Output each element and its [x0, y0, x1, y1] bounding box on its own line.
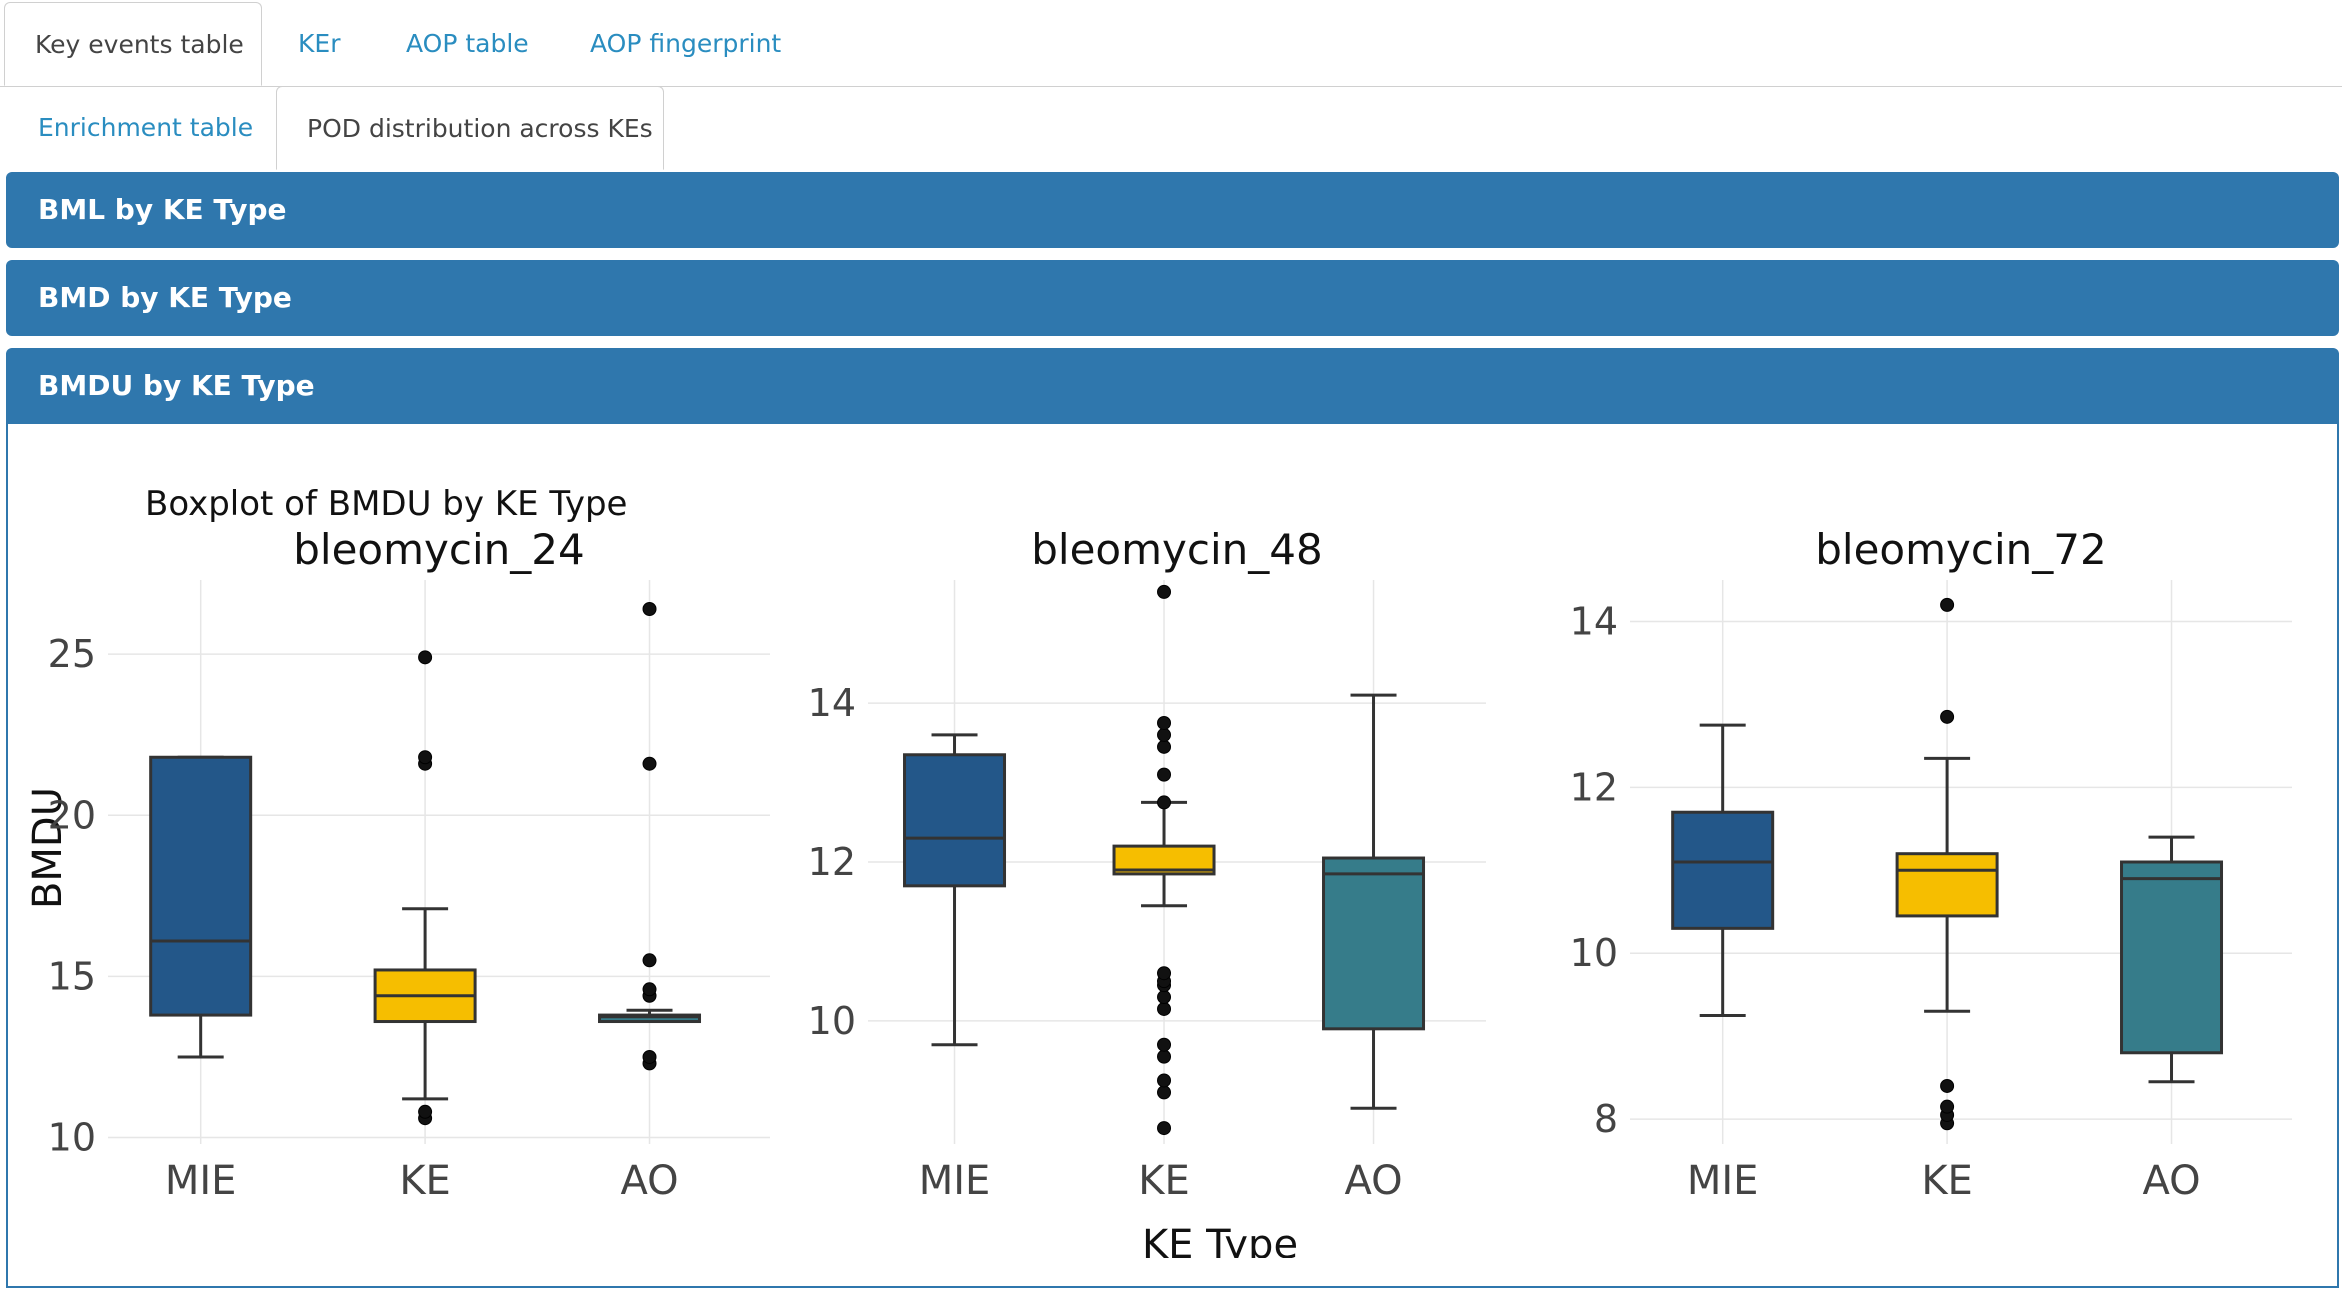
x-tick-label: MIE [165, 1158, 237, 1204]
y-tick-label: 10 [808, 999, 856, 1043]
y-tick-label: 25 [48, 632, 96, 676]
y-tick-label: 20 [48, 793, 96, 837]
chart-title: Boxplot of BMDU by KE Type [145, 484, 627, 524]
outlier-point [1157, 966, 1172, 981]
box-mie [1671, 723, 1775, 1017]
box-ke [1112, 584, 1216, 1136]
y-axis-label: BMDU [25, 787, 71, 909]
panel-header-bmd[interactable]: BMD by KE Type [6, 260, 2339, 336]
y-tick-label: 15 [48, 954, 96, 998]
box-ke [1895, 597, 1999, 1131]
outlier-point [418, 650, 433, 665]
outlier-point [1157, 1085, 1172, 1100]
outlier-point [642, 602, 657, 617]
outlier-point [1157, 1121, 1172, 1136]
box-mie [903, 733, 1007, 1047]
panel-header-bml[interactable]: BML by KE Type [6, 172, 2339, 248]
box-mie [149, 755, 253, 1059]
x-tick-label: MIE [919, 1158, 991, 1204]
outlier-point [1157, 1001, 1172, 1016]
y-tick-label: 14 [1570, 599, 1618, 643]
y-tick-label: 8 [1594, 1097, 1618, 1141]
outlier-point [1157, 795, 1172, 810]
box-ao [1322, 693, 1426, 1110]
outlier-point [1157, 727, 1172, 742]
facet-bleomycin_72: bleomycin_72 8 10 12 14 MIE KE AO [1570, 525, 2292, 1204]
outlier-point [1157, 584, 1172, 599]
x-tick-label: AO [1344, 1158, 1402, 1204]
x-axis-label: KE Type [1142, 1222, 1298, 1258]
y-tick-label: 14 [808, 681, 856, 725]
outlier-point [642, 1049, 657, 1064]
tab-pod-distribution[interactable]: POD distribution across KEs [276, 86, 664, 170]
outlier-point [1940, 597, 1955, 612]
x-tick-label: KE [1921, 1158, 1973, 1204]
outlier-point [1940, 1099, 1955, 1114]
tab-aop-fingerprint[interactable]: AOP fingerprint [590, 29, 782, 58]
outlier-point [1157, 990, 1172, 1005]
outlier-point [1157, 767, 1172, 782]
tab-bar-primary: Key events table KEr AOP table AOP finge… [0, 2, 2342, 87]
facet-title: bleomycin_48 [1031, 525, 1322, 574]
iqr-box [149, 755, 253, 1017]
tab-key-events-table[interactable]: Key events table [4, 2, 262, 86]
iqr-box [598, 1013, 702, 1024]
outlier-point [1157, 1037, 1172, 1052]
y-tick-label: 12 [808, 840, 856, 884]
outlier-point [1157, 739, 1172, 754]
outlier-point [1157, 1049, 1172, 1064]
y-tick-label: 10 [1570, 931, 1618, 975]
panel-header-bmdu[interactable]: BMDU by KE Type [6, 348, 2339, 424]
facet-bleomycin_48: bleomycin_48 10 12 14 MIE KE AO [808, 525, 1486, 1204]
y-tick-label: 12 [1570, 765, 1618, 809]
iqr-box [903, 753, 1007, 888]
outlier-point [1940, 1078, 1955, 1093]
box-ao [598, 602, 702, 1071]
facet-title: bleomycin_24 [293, 525, 584, 574]
outlier-point [1157, 715, 1172, 730]
bmdu-boxplot-chart: Boxplot of BMDU by KE Type KE Type BMDU … [25, 484, 2292, 1258]
outlier-point [418, 1104, 433, 1119]
outlier-point [1157, 1073, 1172, 1088]
box-ao [2120, 835, 2224, 1084]
x-tick-label: AO [620, 1158, 678, 1204]
iqr-box [1671, 810, 1775, 930]
tab-aop-table[interactable]: AOP table [406, 29, 529, 58]
facet-title: bleomycin_72 [1815, 525, 2106, 574]
facet-bleomycin_24: bleomycin_24 10 15 20 25 MIE KE AO [48, 525, 770, 1204]
x-tick-label: AO [2142, 1158, 2200, 1204]
y-tick-label: 10 [48, 1116, 96, 1160]
tab-ker[interactable]: KEr [298, 29, 341, 58]
x-tick-label: MIE [1687, 1158, 1759, 1204]
outlier-point [418, 750, 433, 765]
x-tick-label: KE [399, 1158, 451, 1204]
tab-bar-secondary: Enrichment table POD distribution across… [0, 86, 2342, 170]
iqr-box [1322, 856, 1426, 1031]
outlier-point [1940, 709, 1955, 724]
tab-enrichment-table[interactable]: Enrichment table [38, 113, 254, 142]
outlier-point [642, 982, 657, 997]
outlier-point [642, 953, 657, 968]
iqr-box [1895, 852, 1999, 918]
box-ke [373, 650, 477, 1126]
iqr-box [2120, 860, 2224, 1055]
x-tick-label: KE [1138, 1158, 1190, 1204]
outlier-point [642, 756, 657, 771]
